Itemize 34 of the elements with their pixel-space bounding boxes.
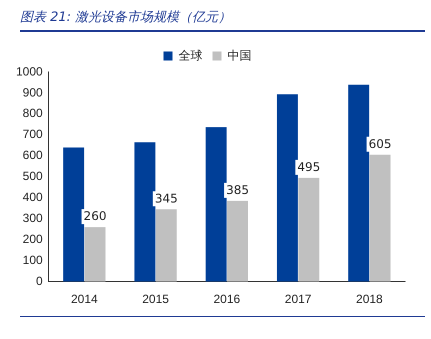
data-label: 260 — [84, 209, 106, 224]
legend-label: 全球 — [178, 48, 202, 62]
data-label: 605 — [368, 136, 392, 151]
bar — [227, 200, 248, 282]
y-tick-label: 100 — [22, 252, 44, 267]
y-tick-label: 600 — [22, 148, 44, 162]
y-tick-label: 200 — [22, 232, 44, 246]
x-tick-label: 2018 — [356, 292, 384, 306]
bar — [206, 127, 227, 282]
y-tick-label: 700 — [22, 127, 44, 142]
bar — [298, 178, 320, 282]
chart-title: 图表 21: 激光设备市场规模（亿元） — [20, 8, 425, 32]
bar — [348, 84, 370, 282]
x-tick-label: 2017 — [284, 292, 312, 306]
bar — [134, 142, 156, 282]
y-tick-label: 0 — [36, 274, 44, 288]
x-tick-label: 2014 — [70, 292, 98, 306]
x-tick-label: 2016 — [213, 292, 241, 306]
y-tick-label: 1000 — [16, 64, 44, 78]
y-tick-label: 400 — [22, 190, 44, 204]
y-tick-label: 300 — [22, 211, 44, 226]
bar — [156, 209, 177, 282]
x-tick-label: 2015 — [142, 292, 170, 306]
bar — [63, 147, 84, 282]
bar — [276, 94, 298, 282]
y-tick-label: 900 — [22, 85, 44, 100]
data-label: 345 — [154, 191, 178, 206]
y-tick-label: 800 — [22, 106, 44, 120]
bar — [84, 227, 106, 282]
legend-label: 中国 — [228, 48, 252, 62]
y-tick-label: 500 — [22, 169, 44, 184]
data-label: 495 — [297, 160, 320, 174]
bar — [370, 154, 391, 282]
data-label: 385 — [226, 183, 249, 198]
